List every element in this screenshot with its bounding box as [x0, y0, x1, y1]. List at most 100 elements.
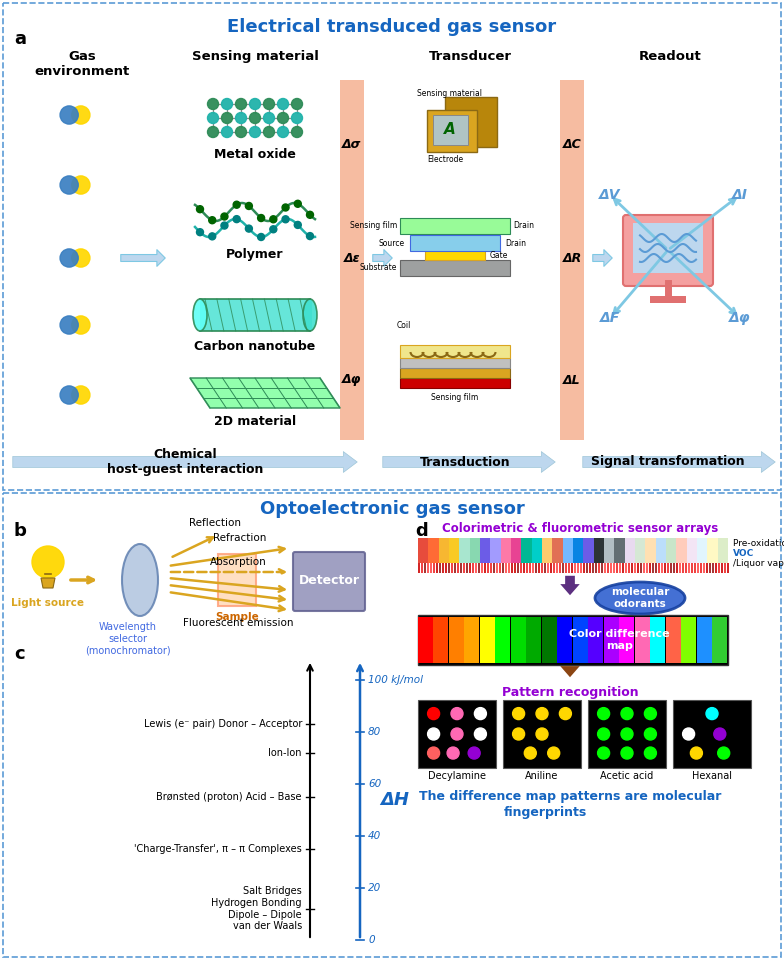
- Text: 60: 60: [368, 779, 381, 789]
- Bar: [610, 563, 612, 573]
- Bar: [586, 563, 589, 573]
- Bar: [503, 700, 581, 768]
- Bar: [563, 538, 573, 563]
- Bar: [715, 563, 717, 573]
- Bar: [499, 563, 502, 573]
- Bar: [3, 3, 781, 490]
- Circle shape: [717, 747, 730, 759]
- Bar: [703, 563, 706, 573]
- Bar: [604, 538, 615, 563]
- FancyBboxPatch shape: [633, 223, 703, 273]
- Bar: [428, 538, 439, 563]
- Bar: [717, 538, 728, 563]
- Text: Hexanal: Hexanal: [692, 771, 732, 781]
- Bar: [434, 617, 448, 663]
- Text: 20: 20: [368, 883, 381, 893]
- Bar: [442, 563, 445, 573]
- Bar: [598, 563, 601, 573]
- Bar: [520, 563, 522, 573]
- Text: Δφ: Δφ: [343, 373, 361, 387]
- Bar: [625, 538, 635, 563]
- Text: ΔF: ΔF: [600, 311, 620, 325]
- FancyBboxPatch shape: [427, 110, 477, 152]
- Circle shape: [597, 747, 610, 759]
- Text: Optoelectronic gas sensor: Optoelectronic gas sensor: [260, 500, 524, 518]
- Bar: [592, 563, 594, 573]
- Circle shape: [292, 112, 303, 124]
- Bar: [677, 538, 687, 563]
- Bar: [511, 563, 514, 573]
- Bar: [694, 563, 696, 573]
- Bar: [712, 563, 714, 573]
- Text: Reflection: Reflection: [189, 518, 241, 528]
- Circle shape: [474, 708, 486, 720]
- Bar: [709, 563, 712, 573]
- Bar: [651, 617, 666, 663]
- Bar: [667, 563, 670, 573]
- Circle shape: [644, 708, 656, 720]
- FancyBboxPatch shape: [425, 250, 485, 260]
- Polygon shape: [41, 578, 55, 588]
- Bar: [433, 563, 435, 573]
- Circle shape: [32, 546, 64, 578]
- Circle shape: [258, 233, 265, 241]
- Text: molecular
odorants: molecular odorants: [611, 588, 670, 609]
- FancyBboxPatch shape: [293, 552, 365, 611]
- Circle shape: [221, 213, 228, 220]
- Circle shape: [621, 747, 633, 759]
- Bar: [607, 563, 609, 573]
- Bar: [469, 563, 471, 573]
- Circle shape: [208, 112, 219, 124]
- Circle shape: [209, 217, 216, 224]
- FancyBboxPatch shape: [218, 554, 256, 606]
- Bar: [532, 563, 535, 573]
- Text: ΔC: ΔC: [563, 138, 582, 152]
- Bar: [449, 617, 464, 663]
- Circle shape: [72, 106, 90, 124]
- Bar: [700, 563, 702, 573]
- Bar: [457, 563, 459, 573]
- Circle shape: [249, 99, 260, 109]
- Text: Substrate: Substrate: [360, 263, 397, 273]
- Bar: [560, 80, 584, 440]
- Text: /Liquor vapor: /Liquor vapor: [733, 559, 784, 567]
- Bar: [553, 563, 556, 573]
- Text: 40: 40: [368, 831, 381, 841]
- Circle shape: [245, 203, 252, 209]
- Polygon shape: [190, 378, 340, 408]
- Circle shape: [235, 112, 246, 124]
- Text: ΔI: ΔI: [732, 188, 748, 202]
- Text: Δσ: Δσ: [343, 138, 361, 152]
- Circle shape: [60, 249, 78, 267]
- Circle shape: [263, 112, 274, 124]
- Bar: [200, 299, 312, 331]
- Text: 100 kJ/mol: 100 kJ/mol: [368, 675, 423, 685]
- Text: Source: Source: [379, 238, 405, 248]
- Bar: [418, 538, 428, 563]
- Circle shape: [60, 316, 78, 334]
- Bar: [448, 563, 451, 573]
- Bar: [687, 538, 697, 563]
- Bar: [427, 563, 430, 573]
- Bar: [646, 563, 648, 573]
- Text: The difference map patterns are molecular: The difference map patterns are molecula…: [419, 790, 721, 803]
- Circle shape: [644, 747, 656, 759]
- Bar: [547, 563, 550, 573]
- Bar: [496, 563, 499, 573]
- Circle shape: [270, 216, 277, 223]
- Bar: [615, 538, 625, 563]
- Bar: [521, 538, 532, 563]
- Text: Salt Bridges
Hydrogen Bonding
Dipole – Dipole
van der Waals: Salt Bridges Hydrogen Bonding Dipole – D…: [212, 886, 302, 931]
- Bar: [697, 563, 699, 573]
- Bar: [707, 538, 717, 563]
- Circle shape: [513, 728, 524, 740]
- Text: 2D material: 2D material: [214, 415, 296, 428]
- Bar: [619, 563, 622, 573]
- Text: Decylamine: Decylamine: [428, 771, 486, 781]
- Circle shape: [621, 708, 633, 720]
- Circle shape: [222, 127, 233, 137]
- Circle shape: [60, 106, 78, 124]
- Bar: [480, 617, 495, 663]
- Text: Lewis (e⁻ pair) Donor – Acceptor: Lewis (e⁻ pair) Donor – Acceptor: [143, 719, 302, 730]
- Bar: [511, 617, 526, 663]
